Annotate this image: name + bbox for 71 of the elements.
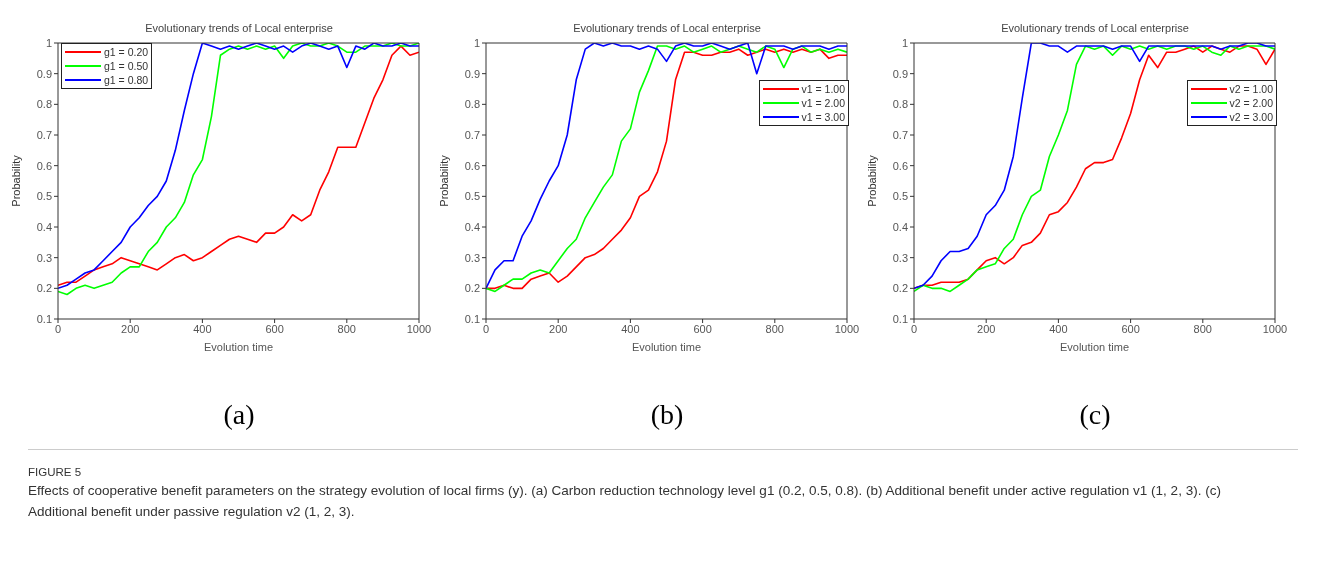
y-tick-label: 0.9 bbox=[464, 67, 480, 80]
y-tick-label: 0.3 bbox=[36, 251, 52, 264]
y-tick-label: 0.1 bbox=[36, 312, 52, 325]
legend-label: g1 = 0.80 bbox=[104, 74, 149, 86]
y-tick-label: 0.7 bbox=[36, 128, 52, 141]
y-axis-title: Probability bbox=[437, 154, 450, 207]
y-tick-label: 0.3 bbox=[892, 251, 908, 264]
y-tick-label: 0.4 bbox=[892, 220, 908, 233]
x-tick-label: 1000 bbox=[1262, 322, 1288, 335]
chart-title: Evolutionary trends of Local enterprise bbox=[1000, 22, 1190, 34]
y-axis-title: Probability bbox=[865, 154, 878, 207]
x-tick-label: 800 bbox=[337, 322, 356, 335]
legend-label: v2 = 2.00 bbox=[1229, 97, 1273, 109]
y-tick-label: 0.4 bbox=[36, 220, 52, 233]
y-tick-label: 0.6 bbox=[36, 159, 52, 172]
x-axis-title: Evolution time bbox=[1059, 341, 1130, 353]
y-tick-label: 0.7 bbox=[892, 128, 908, 141]
caption: FIGURE 5 bbox=[28, 466, 83, 478]
x-tick-label: 200 bbox=[977, 322, 996, 335]
y-tick-label: 0.8 bbox=[36, 98, 52, 111]
x-tick-label: 400 bbox=[1049, 322, 1068, 335]
x-tick-label: 800 bbox=[1193, 322, 1212, 335]
y-tick-label: 0.1 bbox=[892, 312, 908, 325]
y-tick-label: 0.5 bbox=[464, 190, 480, 203]
x-tick-label: 600 bbox=[693, 322, 712, 335]
x-tick-label: 400 bbox=[621, 322, 640, 335]
y-tick-label: 0.3 bbox=[464, 251, 480, 264]
x-tick-label: 1000 bbox=[406, 322, 432, 335]
y-tick-label: 0.1 bbox=[464, 312, 480, 325]
y-tick-label: 0.9 bbox=[36, 67, 52, 80]
y-tick-label: 0.2 bbox=[464, 282, 480, 295]
y-tick-label: 1 bbox=[45, 36, 52, 49]
text: (b) bbox=[649, 399, 685, 431]
text: Effects of cooperative benefit parameters on the strategy evolution of local firms (y). (a) Carbon reduction technology level g1 (0.2, 0.5, 0.8). (b) Additional benefit under active regulation v1 (1, 2, 3). (c) Additional benefit under passive regulation v2 (1, 2, 3). bbox=[28, 482, 1222, 521]
y-tick-label: 0.8 bbox=[464, 98, 480, 111]
x-tick-label: 200 bbox=[549, 322, 568, 335]
chart-title: Evolutionary trends of Local enterprise bbox=[144, 22, 334, 34]
text: (c) bbox=[1078, 399, 1112, 431]
x-tick-label: 200 bbox=[121, 322, 140, 335]
y-tick-label: 0.5 bbox=[892, 190, 908, 203]
y-tick-label: 0.9 bbox=[892, 67, 908, 80]
legend-label: v1 = 1.00 bbox=[801, 83, 845, 95]
x-tick-label: 1000 bbox=[834, 322, 860, 335]
x-axis-title: Evolution time bbox=[631, 341, 702, 353]
y-tick-label: 0.7 bbox=[464, 128, 480, 141]
x-tick-label: 600 bbox=[265, 322, 284, 335]
legend-label: g1 = 0.20 bbox=[104, 46, 149, 58]
y-tick-label: 1 bbox=[473, 36, 480, 49]
chart-title: Evolutionary trends of Local enterprise bbox=[572, 22, 762, 34]
x-tick-label: 800 bbox=[765, 322, 784, 335]
legend-label: v1 = 2.00 bbox=[801, 97, 845, 109]
x-axis-title: Evolution time bbox=[203, 341, 274, 353]
y-tick-label: 0.2 bbox=[36, 282, 52, 295]
text: (a) bbox=[222, 399, 256, 431]
y-tick-label: 0.4 bbox=[464, 220, 480, 233]
y-tick-label: 0.2 bbox=[892, 282, 908, 295]
legend-label: g1 = 0.50 bbox=[104, 60, 149, 72]
x-tick-label: 600 bbox=[1121, 322, 1140, 335]
y-tick-label: 0.6 bbox=[892, 159, 908, 172]
y-tick-label: 0.5 bbox=[36, 190, 52, 203]
y-tick-label: 0.6 bbox=[464, 159, 480, 172]
y-tick-label: 0.8 bbox=[892, 98, 908, 111]
x-tick-label: 400 bbox=[193, 322, 212, 335]
x-tick-label: 0 bbox=[482, 322, 490, 335]
x-tick-label: 0 bbox=[54, 322, 62, 335]
legend-label: v2 = 3.00 bbox=[1229, 111, 1273, 123]
legend-label: v2 = 1.00 bbox=[1229, 83, 1273, 95]
x-tick-label: 0 bbox=[910, 322, 918, 335]
legend-label: v1 = 3.00 bbox=[801, 111, 845, 123]
y-axis-title: Probability bbox=[9, 154, 22, 207]
y-tick-label: 1 bbox=[901, 36, 908, 49]
